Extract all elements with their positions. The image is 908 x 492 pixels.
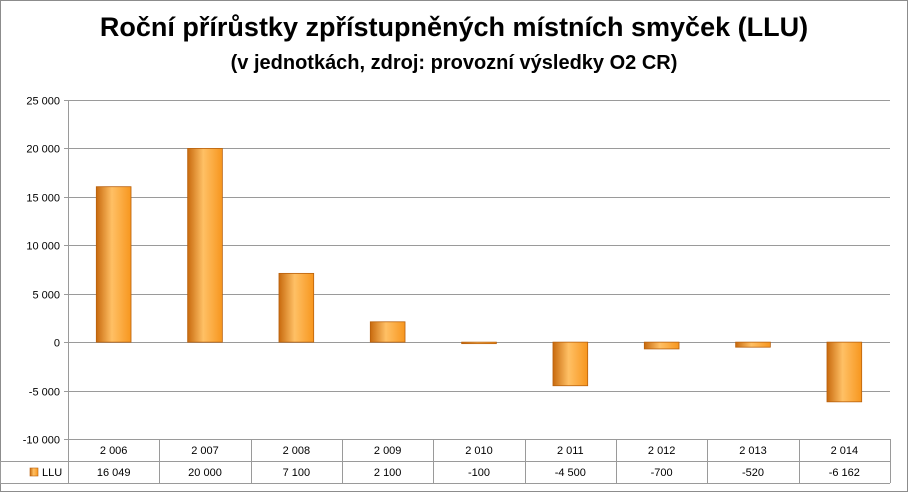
- bar: [95, 186, 132, 343]
- bar: [187, 148, 223, 343]
- x-tick-label: 2 014: [831, 445, 859, 457]
- bar: [826, 341, 863, 403]
- bar: [552, 341, 589, 387]
- data-label: 7 100: [283, 467, 311, 479]
- x-tick-label: 2 012: [648, 445, 676, 457]
- y-tick-label: -5 000: [29, 387, 60, 399]
- data-label: 20 000: [188, 467, 222, 479]
- data-label: 2 100: [374, 467, 402, 479]
- x-tick-label: 2 013: [739, 445, 767, 457]
- legend-label: LLU: [42, 467, 62, 479]
- data-label: 16 049: [97, 467, 131, 479]
- bars: [95, 148, 863, 403]
- bar: [735, 341, 771, 348]
- data-table: LLU 2 006 16 049 2 007 20 000 2 008 7 100 2 009…: [0, 439, 891, 484]
- y-tick-label: 5 000: [32, 290, 60, 302]
- data-label: -6 162: [829, 467, 860, 479]
- y-tick-label: 25 000: [26, 96, 60, 108]
- legend-swatch: [29, 467, 39, 477]
- x-tick-label: 2 008: [283, 445, 311, 457]
- x-tick-label: 2 009: [374, 445, 402, 457]
- x-tick-label: 2 011: [557, 445, 584, 457]
- y-tick-label: 15 000: [26, 193, 60, 205]
- data-label: -520: [742, 467, 764, 479]
- data-label: -100: [468, 467, 490, 479]
- bar: [369, 321, 406, 343]
- y-tick-label: 0: [54, 338, 60, 350]
- bar: [643, 341, 680, 350]
- y-tick-label: 10 000: [26, 241, 60, 253]
- chart-title: Roční přírůstky zpřístupněných místních …: [99, 12, 809, 42]
- y-tick-label: 20 000: [26, 144, 60, 156]
- data-label: -700: [651, 467, 673, 479]
- x-tick-label: 2 010: [465, 445, 493, 457]
- chart-subtitle: (v jednotkách, zdroj: provozní výsledky …: [230, 52, 678, 74]
- x-tick-label: 2 006: [100, 445, 128, 457]
- x-tick-label: 2 007: [191, 445, 219, 457]
- y-axis-ticks: 25 000 20 000 15 000 10 000 5 000 0 -5 000 -10 …: [23, 96, 60, 447]
- bar: [461, 341, 497, 345]
- y-tick-label: -10 000: [23, 435, 60, 447]
- data-label: -4 500: [555, 467, 586, 479]
- bar: [278, 272, 315, 343]
